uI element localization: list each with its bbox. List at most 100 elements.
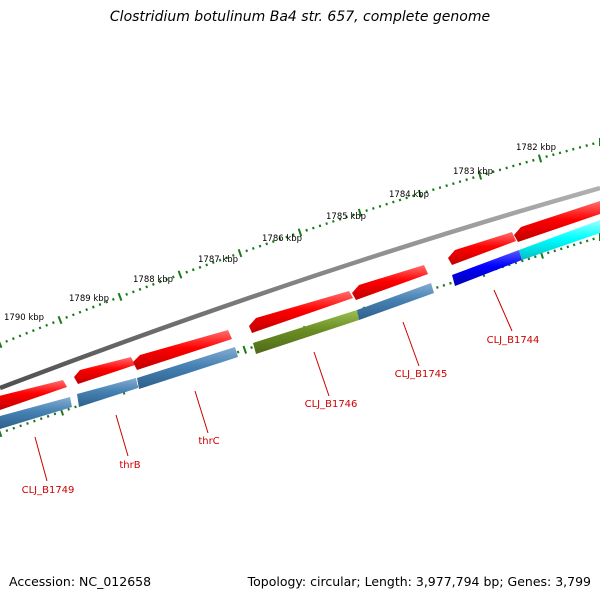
leader-CLJ_B1744 — [493, 289, 513, 332]
scale-label-1787: 1787 kbp — [198, 255, 238, 265]
outer-scale-major-tick — [177, 270, 183, 279]
outer-scale-major-tick — [537, 154, 543, 163]
inner-scale-minor-tick — [534, 255, 537, 259]
outer-scale-minor-tick — [572, 147, 575, 151]
outer-scale-minor-tick — [131, 290, 135, 294]
outer-scale-minor-tick — [445, 184, 448, 188]
scale-label-1783: 1783 kbp — [453, 167, 493, 177]
outer-scale-minor-tick — [432, 188, 435, 192]
outer-scale-minor-tick — [85, 308, 89, 312]
gene-reverse-cyan[interactable] — [519, 220, 600, 260]
outer-scale-minor-tick — [498, 168, 502, 172]
gene-CLJ_B1746-shape[interactable] — [253, 310, 359, 354]
inner-scale-minor-tick — [579, 241, 582, 245]
inner-scale-minor-tick — [26, 421, 29, 425]
inner-scale-minor-tick — [436, 286, 439, 289]
gene-label-CLJ_B1744[interactable]: CLJ_B1744 — [487, 335, 540, 346]
outer-scale-minor-tick — [518, 162, 522, 166]
outer-scale-minor-tick — [258, 244, 262, 248]
outer-scale-minor-tick — [45, 323, 49, 327]
outer-scale-major-tick — [357, 208, 363, 217]
outer-scale-minor-tick — [338, 217, 342, 221]
outer-scale-minor-tick — [438, 186, 442, 190]
gene-label-leaders — [34, 289, 513, 482]
inner-scale-minor-tick — [527, 257, 531, 261]
outer-scale-minor-tick — [325, 222, 328, 226]
gene-label-CLJ_B1746[interactable]: CLJ_B1746 — [305, 399, 358, 410]
outer-scale-ticks — [0, 138, 600, 349]
gene-forward-1[interactable] — [0, 380, 67, 410]
gene-label-CLJ_B1745[interactable]: CLJ_B1745 — [395, 369, 448, 380]
outer-scale-minor-tick — [205, 263, 209, 267]
outer-scale-minor-tick — [185, 270, 189, 274]
outer-scale-minor-tick — [492, 170, 495, 174]
leader-CLJ_B1745 — [402, 321, 420, 367]
inner-scale-minor-tick — [572, 243, 576, 247]
gene-CLJ_B1749-shape[interactable] — [0, 397, 72, 429]
scale-label-1789: 1789 kbp — [69, 294, 109, 304]
leader-thrB — [115, 414, 129, 457]
outer-scale-minor-tick — [345, 215, 348, 219]
inner-scale-minor-tick — [12, 426, 16, 430]
outer-scale-minor-tick — [425, 190, 428, 194]
outer-scale-minor-tick — [545, 155, 548, 158]
outer-scale-minor-tick — [78, 310, 82, 314]
outer-scale-minor-tick — [378, 204, 382, 208]
gene-label-CLJ_B1749[interactable]: CLJ_B1749 — [22, 485, 75, 496]
gene-label-thrC[interactable]: thrC — [198, 436, 219, 447]
gene-CLJ_B1745-shape[interactable] — [357, 283, 434, 320]
inner-scale-minor-tick — [559, 247, 563, 251]
outer-scale-minor-tick — [452, 182, 455, 186]
inner-scale-minor-tick — [546, 251, 550, 255]
reverse-strand-genes — [0, 220, 600, 429]
gene-thrC-shape[interactable] — [137, 347, 238, 389]
inner-scale-minor-tick — [53, 412, 57, 416]
gene-forward-3[interactable] — [133, 330, 232, 370]
gene-forward-5[interactable] — [352, 265, 428, 300]
gene-CLJ_B1744-shape[interactable] — [452, 250, 522, 286]
gene-label-thrB[interactable]: thrB — [119, 460, 140, 471]
outer-scale-minor-tick — [472, 176, 475, 180]
outer-scale-minor-tick — [565, 149, 568, 153]
outer-scale-minor-tick — [11, 337, 15, 341]
leader-CLJ_B1749 — [34, 436, 48, 482]
outer-scale-minor-tick — [332, 219, 335, 223]
outer-scale-minor-tick — [291, 233, 295, 237]
gene-forward-2[interactable] — [74, 357, 135, 384]
outer-scale-minor-tick — [532, 158, 535, 162]
outer-scale-minor-tick — [552, 153, 555, 157]
outer-scale-minor-tick — [578, 145, 582, 149]
outer-scale-minor-tick — [285, 235, 289, 239]
gene-forward-4[interactable] — [249, 291, 353, 333]
inner-scale-major-tick — [242, 345, 248, 354]
inner-scale-minor-tick — [67, 407, 70, 411]
outer-scale-minor-tick — [225, 256, 229, 260]
gene-forward-7[interactable] — [514, 201, 600, 242]
inner-scale-major-tick — [0, 429, 3, 438]
outer-scale-minor-tick — [138, 287, 142, 291]
leader-thrC — [194, 390, 209, 434]
outer-scale-minor-tick — [365, 209, 368, 212]
scale-label-1786: 1786 kbp — [262, 234, 302, 244]
gene-forward-6[interactable] — [448, 232, 516, 265]
scale-label-1788: 1788 kbp — [133, 275, 173, 285]
outer-scale-minor-tick — [385, 202, 388, 206]
inner-scale-minor-tick — [236, 350, 240, 354]
inner-scale-minor-tick — [592, 237, 595, 241]
gene-thrB-shape[interactable] — [77, 378, 138, 407]
gene-labels: CLJ_B1744 CLJ_B1745 CLJ_B1746 thrC thrB … — [22, 335, 540, 496]
forward-strand-genes — [0, 201, 600, 410]
outer-scale-minor-tick — [352, 213, 355, 217]
inner-scale-minor-tick — [46, 414, 50, 418]
inner-scale-minor-tick — [566, 245, 570, 249]
outer-scale-minor-tick — [305, 228, 308, 232]
outer-scale-minor-tick — [525, 160, 528, 164]
outer-scale-major-tick — [477, 171, 483, 180]
outer-scale-minor-tick — [31, 329, 35, 333]
outer-scale-minor-tick — [251, 246, 255, 250]
outer-scale-minor-tick — [211, 261, 215, 265]
genome-backbone — [0, 185, 600, 391]
outer-scale-minor-tick — [25, 331, 29, 335]
inner-scale-minor-tick — [39, 417, 43, 421]
